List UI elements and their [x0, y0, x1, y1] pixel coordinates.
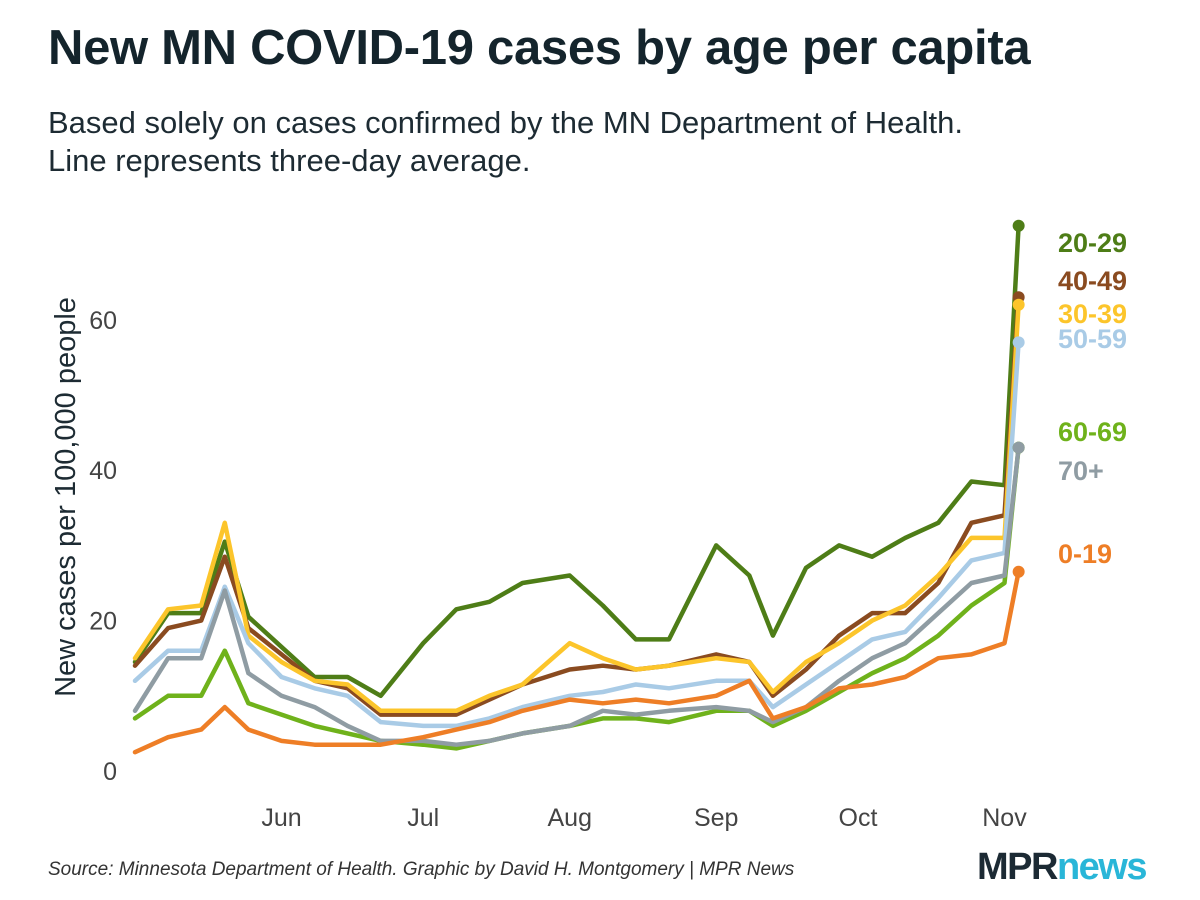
y-tick-label: 60	[89, 307, 117, 335]
series-label-20-29: 20-29	[1058, 228, 1127, 258]
x-tick-label: Jun	[261, 804, 301, 832]
y-axis-label: New cases per 100,000 people	[50, 297, 82, 697]
x-tick-label: Oct	[839, 804, 878, 832]
series-line-70+	[132, 445, 1021, 747]
series-line-60-69	[132, 445, 1021, 751]
y-tick-label: 20	[89, 608, 117, 636]
series-endpoint-20-29	[1012, 219, 1025, 232]
series-label-0-19: 0-19	[1058, 539, 1112, 569]
x-tick-label: Nov	[982, 804, 1027, 832]
logo-news: news	[1056, 846, 1148, 888]
y-axis: 0 20 40 60	[89, 307, 117, 786]
series-endpoint-30-39	[1012, 298, 1025, 311]
series-label-70+: 70+	[1058, 456, 1104, 486]
x-tick-label: Aug	[547, 804, 591, 832]
x-tick-label: Jul	[407, 804, 439, 832]
logo-mpr: MPR	[977, 846, 1058, 888]
subtitle-line-2: Line represents three-day average.	[48, 143, 531, 178]
series-endpoints	[1012, 219, 1025, 578]
source-note: Source: Minnesota Department of Health. …	[48, 859, 795, 880]
series-endpoint-70+	[1012, 441, 1025, 454]
chart-subtitle: Based solely on cases confirmed by the M…	[48, 104, 1168, 180]
series-line-30-39	[132, 302, 1021, 714]
y-tick-label: 0	[103, 758, 117, 786]
series-line-0-19	[132, 569, 1021, 755]
x-tick-label: Sep	[694, 804, 738, 832]
series-line-20-29	[132, 223, 1021, 699]
series-label-30-39: 30-39	[1058, 299, 1127, 329]
series-endpoint-0-19	[1012, 565, 1025, 578]
mpr-news-logo: MPRnews	[977, 846, 1148, 889]
series-label-60-69: 60-69	[1058, 417, 1127, 447]
y-tick-label: 40	[89, 457, 117, 485]
series-lines	[132, 223, 1021, 755]
chart-title: New MN COVID-19 cases by age per capita	[48, 21, 1031, 75]
x-axis: Jun Jul Aug Sep Oct Nov	[261, 804, 1027, 832]
series-label-40-49: 40-49	[1058, 266, 1127, 296]
subtitle-line-1: Based solely on cases confirmed by the M…	[48, 105, 963, 140]
series-endpoint-50-59	[1012, 336, 1025, 349]
series-label-50-59: 50-59	[1058, 324, 1127, 354]
series-line-50-59	[132, 340, 1021, 729]
